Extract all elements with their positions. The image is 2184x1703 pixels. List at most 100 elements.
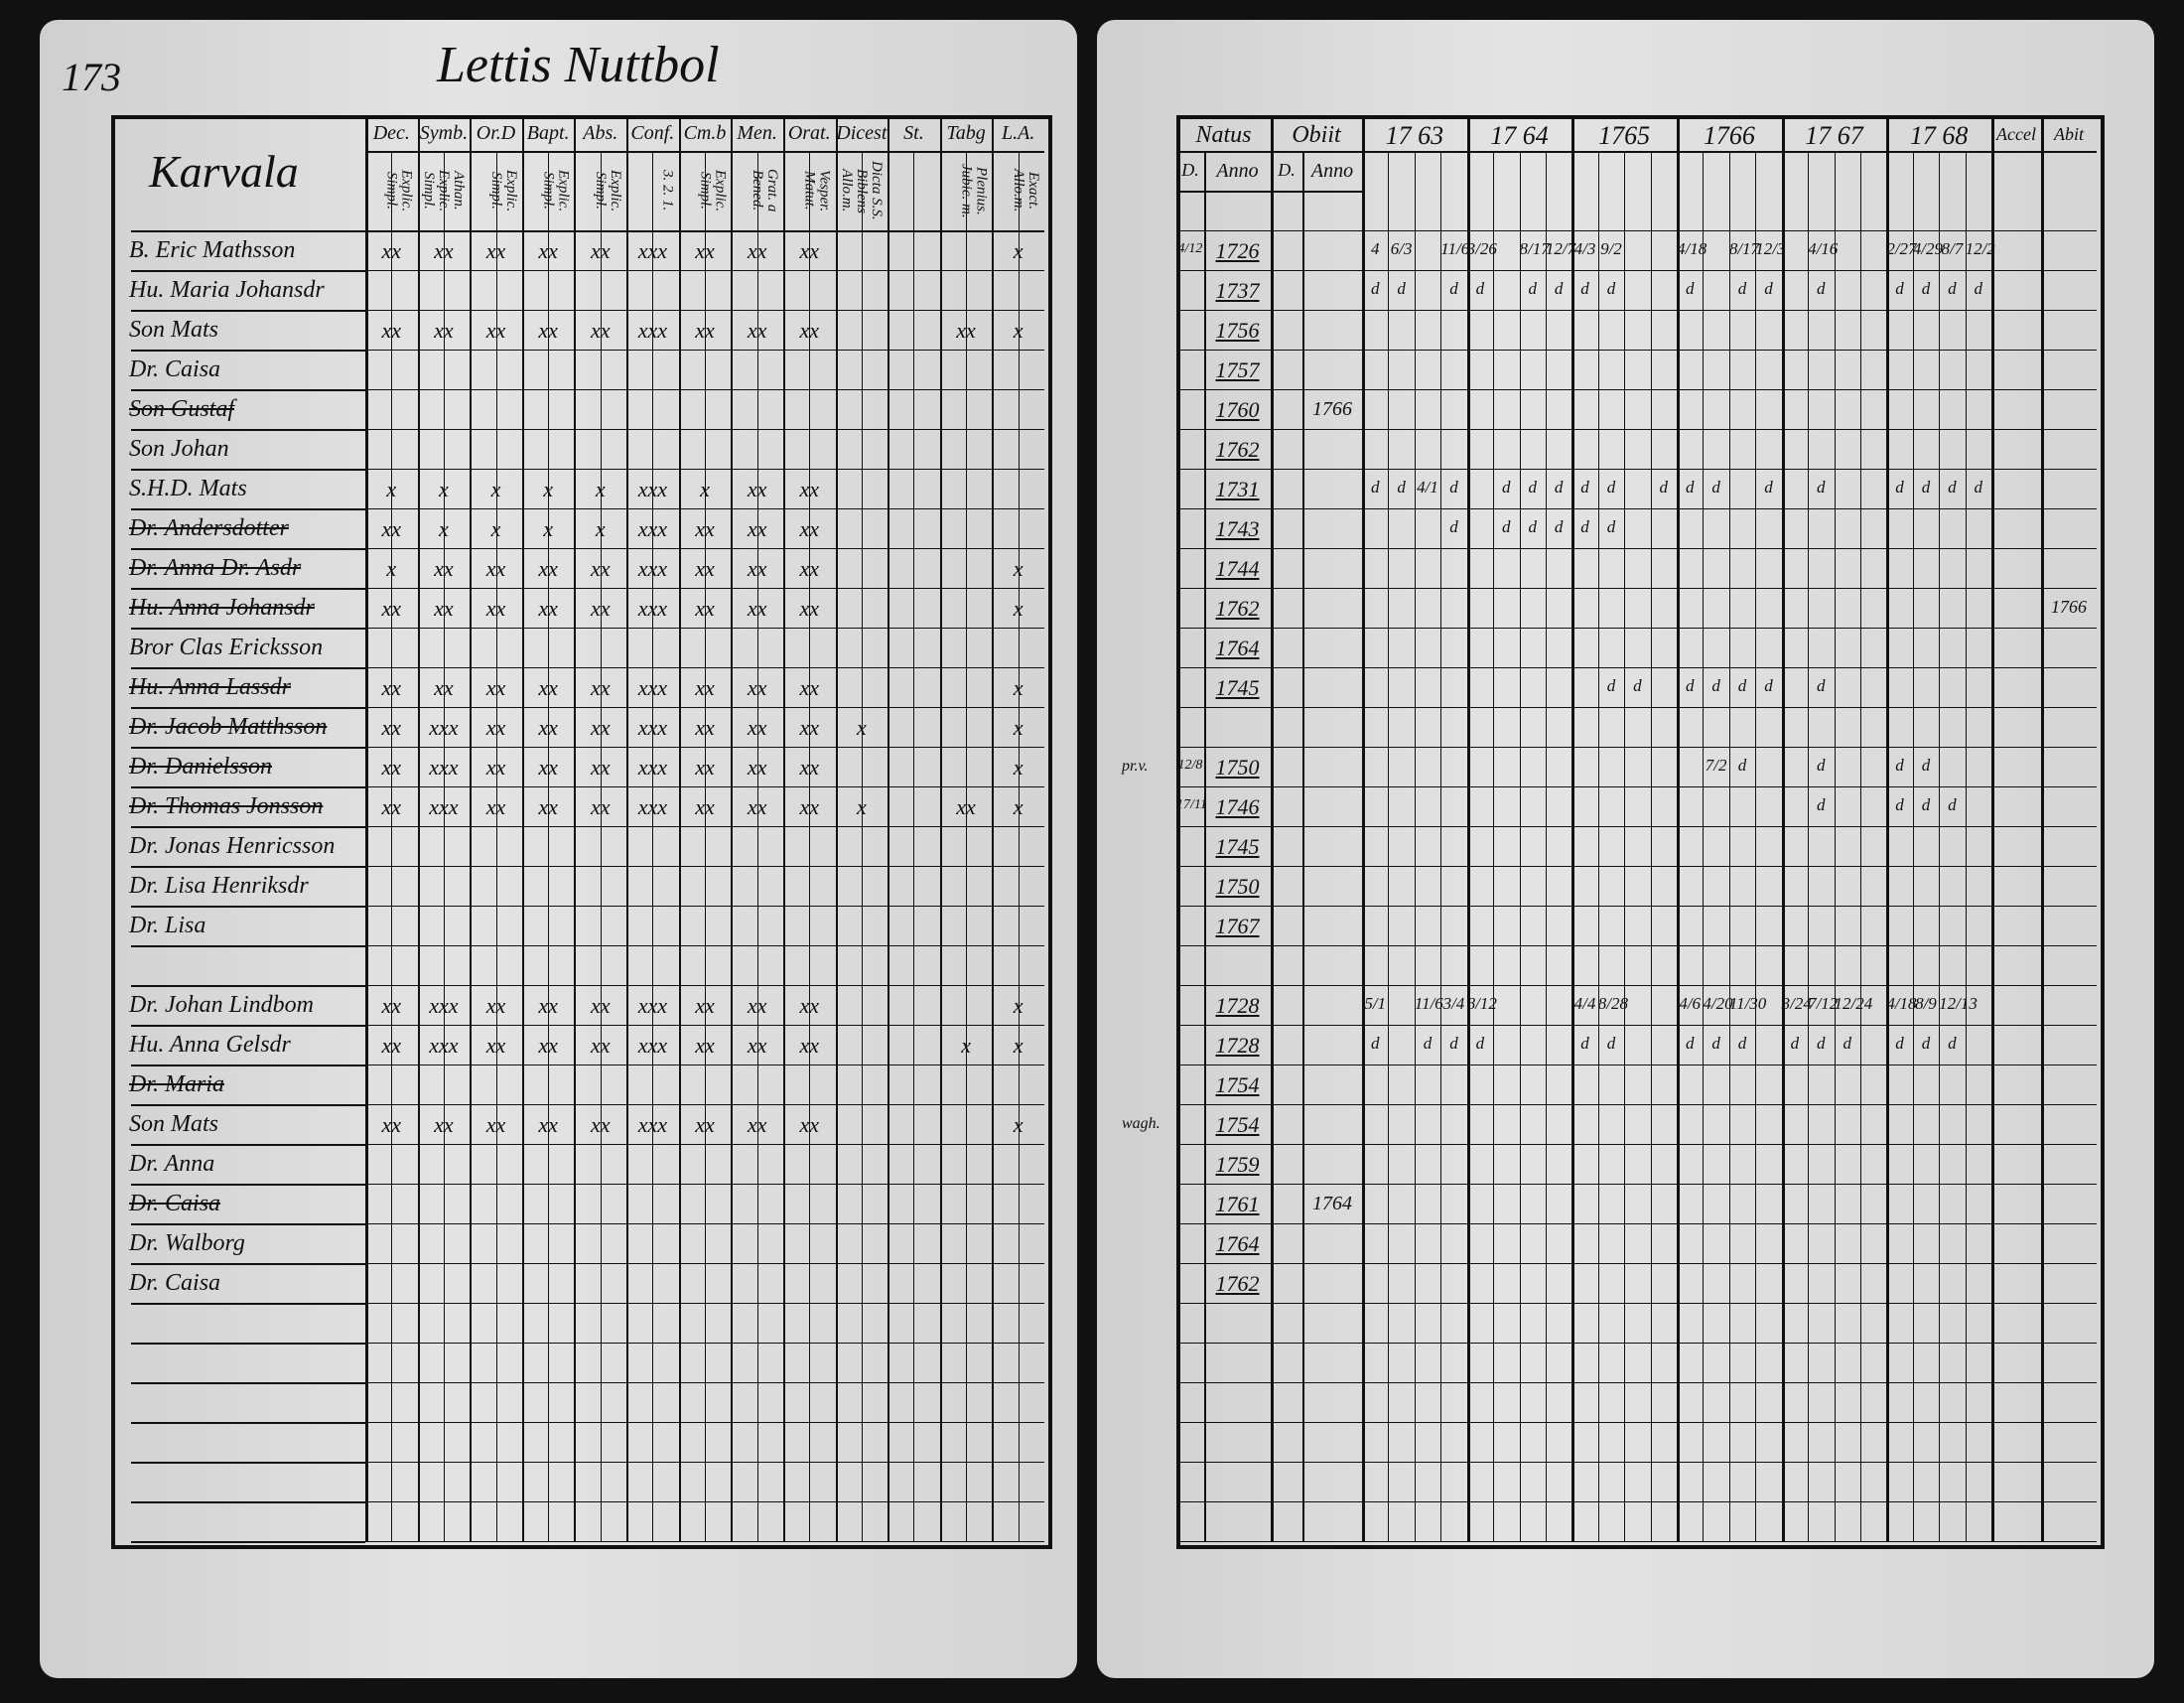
left-page (40, 20, 1077, 1678)
communion-mark: 4 (1370, 239, 1380, 258)
mark: xx (590, 556, 611, 581)
rule (1176, 945, 2097, 946)
year-header: 1765 (1598, 121, 1651, 150)
communion-mark: d (1895, 795, 1904, 814)
communion-mark: d (1685, 676, 1695, 695)
mark: xxx (637, 1112, 668, 1137)
mark: xx (695, 993, 715, 1018)
mark: xx (434, 675, 454, 700)
mark: xx (799, 715, 819, 740)
mark: xx (485, 794, 506, 819)
communion-mark: 4/4 (1573, 994, 1596, 1013)
column-subheader: Vesper. Matut. (801, 169, 833, 213)
name: Son Mats (129, 1111, 218, 1137)
communion-mark: 12/7 (1545, 239, 1576, 258)
mark: x (490, 516, 501, 541)
mark: xx (485, 755, 506, 780)
communion-mark: d (1711, 478, 1720, 497)
communion-mark: 11/30 (1728, 994, 1767, 1013)
mark: xx (695, 1112, 715, 1137)
rule (1176, 469, 2097, 470)
mark: xxx (637, 794, 668, 819)
communion-mark: d (1528, 279, 1537, 298)
mark: x (1013, 1112, 1024, 1137)
rule (1018, 151, 1020, 1541)
communion-mark: d (1974, 279, 1983, 298)
mark: x (1013, 755, 1024, 780)
mark: x (543, 516, 554, 541)
rule (131, 1343, 365, 1345)
name: Hu. Anna Lassdr (129, 674, 291, 700)
rule (1176, 1223, 2097, 1224)
mark: xxx (637, 715, 668, 740)
rule (2041, 115, 2044, 1541)
communion-mark: d (1449, 517, 1458, 536)
page-number: 173 (62, 55, 121, 99)
mark: x (1013, 993, 1024, 1018)
communion-mark: d (1397, 279, 1406, 298)
rule (1176, 1104, 2097, 1105)
year-header: 17 67 (1805, 121, 1863, 150)
frame (1176, 115, 2105, 1549)
margin-note: wagh. (1122, 1115, 1160, 1132)
name: Dr. Jonas Henricsson (129, 833, 336, 859)
communion-mark: d (1659, 478, 1669, 497)
rule (992, 115, 995, 1541)
rule (1176, 786, 2097, 787)
rule (131, 628, 365, 630)
mark: xx (538, 794, 558, 819)
mark: xxx (637, 238, 668, 263)
communion-mark: d (1790, 1034, 1800, 1053)
name: S.H.D. Mats (129, 476, 247, 501)
rule (1755, 151, 1757, 1541)
mark: xx (799, 794, 819, 819)
communion-mark: 4/6 (1679, 994, 1702, 1013)
name: Dr. Danielsson (129, 754, 273, 780)
column-header: Abs. (583, 122, 618, 144)
section-name: Karvala (149, 146, 299, 197)
rule (1176, 866, 2097, 867)
mark: xx (381, 794, 402, 819)
column-subheader: Athan. Explic. Simpl. (421, 169, 468, 213)
communion-mark: d (1921, 1034, 1931, 1053)
mark: xx (956, 318, 976, 343)
communion-mark: d (1948, 795, 1957, 814)
birth-year: 1744 (1215, 556, 1260, 581)
rule (1414, 151, 1416, 1541)
communion-mark: 8/17 (1728, 239, 1760, 258)
frame (111, 115, 1052, 1549)
communion-mark: d (1502, 478, 1511, 497)
communion-mark: 8/7 (1941, 239, 1964, 258)
rule (131, 389, 365, 391)
birth-year: 1754 (1215, 1072, 1260, 1097)
mark: x (961, 1033, 971, 1058)
rule (391, 151, 393, 1541)
mark: xx (538, 596, 558, 621)
rule (1808, 151, 1810, 1541)
rule (1176, 1501, 2097, 1502)
rule (1176, 1025, 2097, 1026)
communion-mark: d (1370, 279, 1380, 298)
column-header: Dicest (836, 122, 887, 144)
year-header: 17 68 (1909, 121, 1969, 150)
rule (365, 115, 368, 1541)
birth-year: 1757 (1215, 357, 1260, 382)
mark: x (595, 477, 606, 501)
rule (131, 786, 365, 788)
communion-mark: 4/20 (1703, 994, 1733, 1013)
rule (1388, 151, 1390, 1541)
rule (1204, 151, 1206, 1541)
rule (1624, 151, 1626, 1541)
mark: x (543, 477, 554, 501)
birth-day: 4/12 (1177, 241, 1203, 256)
communion-mark: d (1817, 279, 1826, 298)
rule (1703, 151, 1705, 1541)
mark: xx (381, 516, 402, 541)
communion-mark: d (1685, 478, 1695, 497)
communion-mark: d (1633, 676, 1642, 695)
rule (131, 1382, 365, 1384)
mark: xx (747, 794, 767, 819)
mark: xx (695, 715, 715, 740)
death-year: 1764 (1312, 1193, 1352, 1214)
